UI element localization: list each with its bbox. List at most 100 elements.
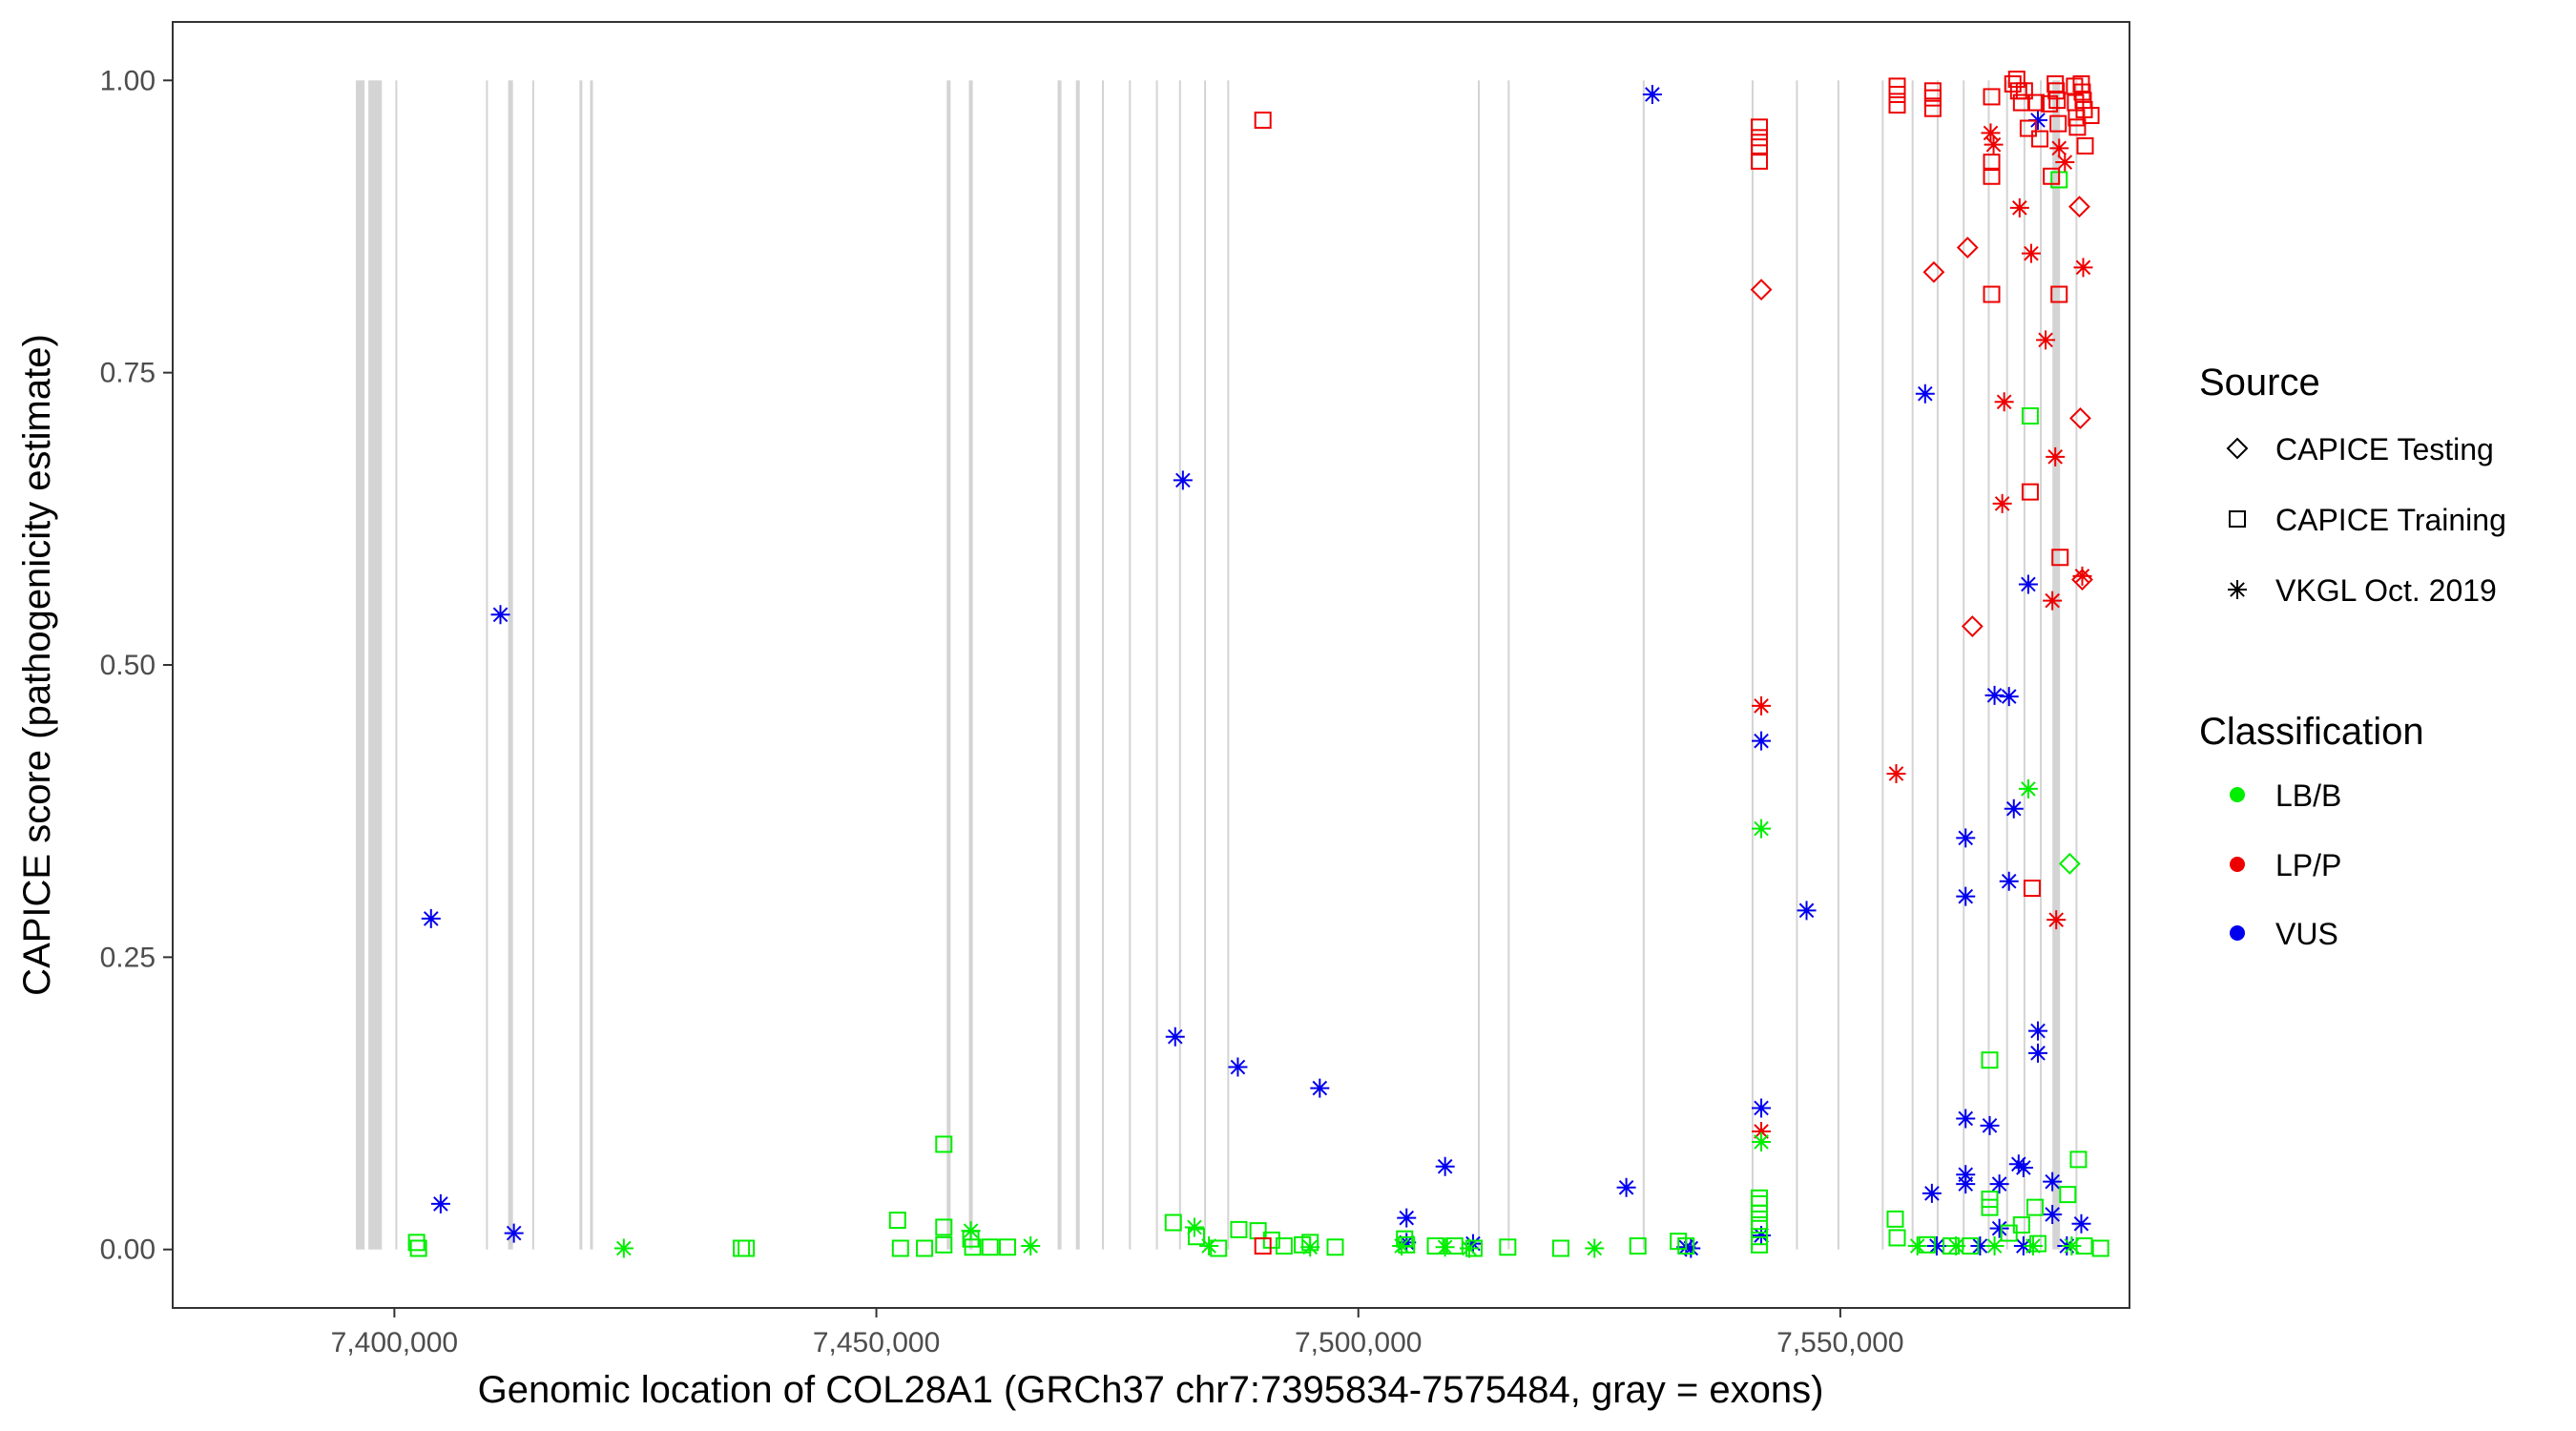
asterisk-marker: [1165, 1027, 1185, 1047]
square-marker: [407, 1234, 426, 1252]
data-point: [1983, 285, 2001, 303]
asterisk-marker: [1173, 470, 1193, 490]
data-point: [1956, 1174, 1976, 1194]
diamond-marker: [1956, 237, 1979, 259]
data-point: [964, 1238, 982, 1256]
data-point: [1173, 470, 1193, 490]
exon-band: [1642, 80, 1645, 1250]
data-point: [1585, 1238, 1605, 1258]
data-point: [1751, 129, 1769, 147]
square-marker: [1751, 1194, 1769, 1213]
asterisk-marker: [1797, 901, 1817, 921]
data-point: [1398, 1235, 1416, 1254]
asterisk-marker: [1999, 687, 2019, 707]
x-tick-label: 7,450,000: [813, 1327, 940, 1358]
asterisk-marker: [1984, 685, 2005, 705]
asterisk-marker: [1752, 1098, 1772, 1118]
diamond-marker: [1961, 615, 1984, 637]
data-point: [1915, 384, 1935, 404]
square-marker: [1751, 129, 1769, 147]
legend-source-label: CAPICE Training: [2275, 503, 2506, 537]
asterisk-marker: [2028, 110, 2048, 130]
data-point: [1999, 871, 2019, 891]
data-point: [1981, 1198, 1999, 1216]
data-point: [2021, 406, 2039, 425]
square-marker: [1164, 1213, 1182, 1232]
exon-band: [1101, 80, 1104, 1250]
square-marker: [1677, 1237, 1695, 1255]
data-point: [1435, 1156, 1455, 1176]
asterisk-marker: [1946, 1236, 1966, 1256]
square-marker: [1983, 285, 2001, 303]
data-point: [1989, 1174, 2009, 1194]
data-point: [2055, 153, 2075, 173]
y-tick-label: 0.50: [100, 650, 156, 681]
data-point: [1961, 615, 1984, 637]
asterisk-marker: [1459, 1238, 1479, 1258]
data-point: [1922, 260, 1945, 283]
diamond-marker: [2069, 407, 2091, 429]
square-marker: [2023, 880, 2041, 898]
data-point: [613, 1238, 634, 1258]
asterisk-marker: [1228, 1057, 1248, 1077]
data-point: [2068, 196, 2090, 218]
data-point: [409, 1239, 427, 1257]
data-point: [1751, 1215, 1769, 1234]
data-point: [2051, 549, 2069, 567]
y-tick-label: 0.75: [100, 358, 156, 389]
square-marker: [1981, 1198, 1999, 1216]
data-point: [888, 1212, 906, 1230]
diamond-marker: [2068, 196, 2090, 218]
square-marker: [1751, 1204, 1769, 1222]
data-point: [1923, 99, 1942, 117]
data-point: [1970, 1236, 1990, 1256]
data-point: [1888, 85, 1906, 103]
data-point: [504, 1223, 524, 1243]
square-marker: [1983, 88, 2001, 106]
data-point: [935, 1218, 953, 1236]
diamond-marker: [2058, 852, 2081, 875]
data-point: [1616, 1177, 1636, 1197]
asterisk-marker: [1999, 871, 2019, 891]
asterisk-marker: [1752, 1121, 1772, 1141]
asterisk-marker: [421, 908, 441, 928]
square-marker: [2051, 549, 2069, 567]
asterisk-marker: [2071, 1213, 2091, 1234]
square-marker: [2043, 167, 2061, 185]
data-point: [1984, 685, 2005, 705]
square-marker: [1396, 1230, 1414, 1248]
y-tick-label: 0.25: [100, 942, 156, 973]
exon-band: [508, 80, 513, 1250]
x-tick-label: 7,400,000: [331, 1327, 458, 1358]
legend-source-label: VKGL Oct. 2019: [2275, 573, 2497, 608]
square-marker: [1262, 1231, 1280, 1249]
asterisk-marker: [1994, 392, 2014, 412]
data-point: [1228, 1057, 1248, 1077]
data-point: [1310, 1078, 1330, 1098]
data-point: [2043, 1172, 2063, 1192]
asterisk-marker: [1616, 1177, 1636, 1197]
exon-band: [2052, 80, 2061, 1250]
square-marker: [2069, 1151, 2088, 1169]
square-marker: [1918, 1235, 1936, 1254]
square-marker: [1326, 1238, 1344, 1256]
square-marker: [2068, 118, 2087, 136]
legend-class-key: [2230, 857, 2245, 872]
asterisk-marker: [2228, 580, 2247, 599]
exon-band: [486, 80, 488, 1250]
asterisk-marker: [1585, 1238, 1605, 1258]
asterisk-marker: [1752, 1131, 1772, 1151]
exon-band: [1178, 80, 1181, 1250]
square-marker: [2050, 285, 2068, 303]
asterisk-marker: [2043, 591, 2063, 611]
square-marker: [1923, 89, 1942, 107]
square-marker: [964, 1238, 982, 1256]
data-point: [2043, 167, 2061, 185]
data-point: [1983, 167, 2001, 185]
data-point: [1922, 1183, 1942, 1203]
data-point: [1752, 731, 1772, 751]
exon-band: [1057, 80, 1062, 1250]
asterisk-marker: [1752, 1226, 1772, 1246]
asterisk-marker: [1681, 1238, 1701, 1258]
asterisk-marker: [430, 1193, 450, 1213]
